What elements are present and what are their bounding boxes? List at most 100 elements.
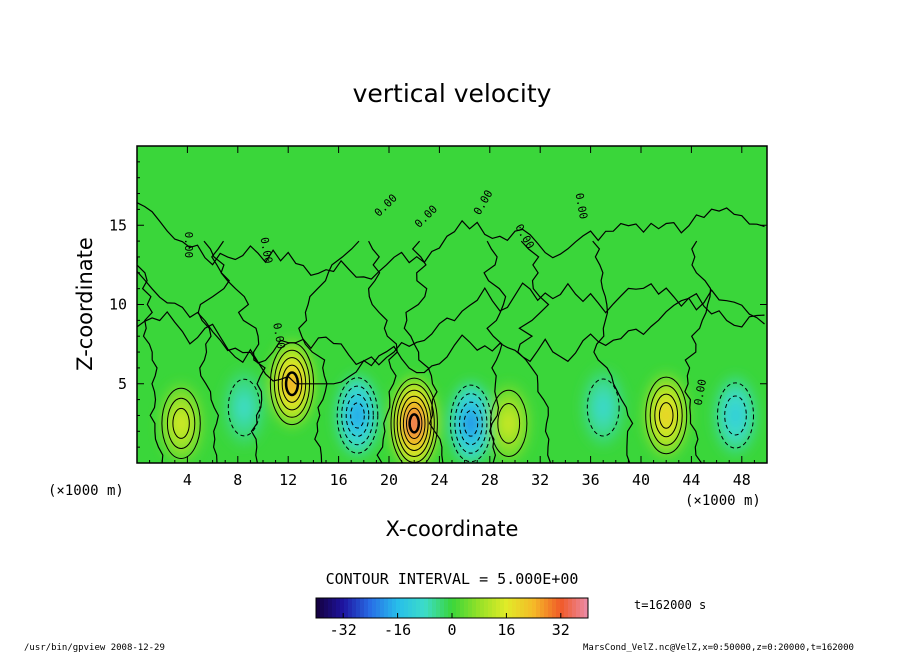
cell-contour-8-0 — [645, 376, 688, 455]
colorbar-cell-24 — [412, 598, 417, 618]
x-tick-label-9: 40 — [632, 471, 650, 489]
colorbar-cell-49 — [512, 598, 517, 618]
cell-fill-0-3 — [175, 413, 187, 434]
cell-contour-3-1 — [341, 385, 374, 446]
cell-contour-7-0 — [586, 378, 620, 437]
colorbar-cell-40 — [476, 598, 481, 618]
cell-fill-7-2 — [596, 394, 611, 421]
colorbar-cell-43 — [488, 598, 493, 618]
colorbar-ticks: -32 -16 0 16 32 — [330, 613, 570, 639]
colorbar-tick-label-4: 32 — [552, 621, 570, 639]
x-tick-label-8: 36 — [582, 471, 600, 489]
y-axis-label: Z-coordinate — [73, 237, 97, 371]
colorbar-cell-63 — [568, 598, 573, 618]
x-axis-label: X-coordinate — [386, 517, 519, 541]
cell-contour-3-2 — [345, 394, 370, 437]
x-tick-label-11: 48 — [733, 471, 751, 489]
cell-contour-5-1 — [454, 393, 488, 454]
x-tick-label-10: 44 — [682, 471, 700, 489]
colorbar-cell-12 — [364, 598, 369, 618]
colorbar — [316, 598, 589, 618]
colorbar-cell-42 — [484, 598, 489, 618]
colorbar-cell-50 — [516, 598, 521, 618]
colorbar-cell-0 — [316, 598, 321, 618]
colorbar-tick-label-1: -16 — [384, 621, 411, 639]
colorbar-cell-11 — [360, 598, 365, 618]
colorbar-cell-56 — [540, 598, 545, 618]
colorbar-cell-61 — [560, 598, 565, 618]
cell-contour-8-1 — [649, 385, 683, 446]
cell-contour-0-2 — [172, 407, 190, 439]
cell-fill-1-2 — [237, 394, 252, 421]
colorbar-cell-15 — [376, 598, 381, 618]
contour-label-0: 0.00 — [182, 232, 195, 259]
zero-contour-5 — [403, 240, 444, 463]
chart-title: vertical velocity — [353, 79, 552, 108]
y-tick-label-2: 15 — [109, 216, 127, 234]
colorbar-cell-39 — [472, 598, 477, 618]
colorbar-cell-51 — [520, 598, 525, 618]
colorbar-cell-48 — [508, 598, 513, 618]
colorbar-cell-20 — [396, 598, 401, 618]
contour-label-2: 0.00 — [270, 322, 287, 350]
cell-fill-3-4 — [353, 407, 362, 424]
cell-contour-0-1 — [166, 397, 196, 449]
y-axis: 5 10 15 — [109, 161, 767, 448]
colorbar-cell-64 — [572, 598, 577, 618]
cell-contour-4-5 — [406, 407, 423, 439]
cell-fill-5-4 — [466, 414, 476, 432]
contour-label-7: 0.00 — [692, 378, 709, 406]
colorbar-cell-65 — [576, 598, 581, 618]
x-tick-label-3: 16 — [330, 471, 348, 489]
colorbar-cell-35 — [456, 598, 461, 618]
zero-contours — [137, 202, 765, 463]
zero-contour-0 — [137, 255, 164, 463]
colorbar-cell-34 — [452, 598, 457, 618]
footer-program: /usr/bin/gpview 2008-12-29 — [24, 643, 165, 653]
y-tick-label-1: 10 — [109, 296, 127, 314]
cell-contour-3-3 — [350, 402, 365, 429]
cell-contour-5-2 — [459, 401, 483, 446]
zero-contour-2 — [203, 240, 266, 463]
x-tick-label-6: 28 — [481, 471, 499, 489]
colorbar-cell-37 — [464, 598, 469, 618]
plot-area: 0.00 0.000.000.00 0.00 0.00 0.000.000.00 — [137, 146, 767, 463]
x-axis: 4 8 12 16 20 24 28 32 36 40 44 48 — [149, 146, 755, 489]
cell-contour-9-1 — [724, 395, 747, 436]
x-tick-label-7: 32 — [531, 471, 549, 489]
colorbar-cell-32 — [444, 598, 449, 618]
colorbar-cell-9 — [352, 598, 357, 618]
x-unit-right: (×1000 m) — [685, 493, 761, 509]
x-tick-label-4: 20 — [380, 471, 398, 489]
colorbar-cell-57 — [544, 598, 549, 618]
colorbar-cell-13 — [368, 598, 373, 618]
x-tick-label-1: 8 — [233, 471, 242, 489]
colorbar-cell-16 — [380, 598, 385, 618]
cell-fill-8-4 — [661, 406, 671, 424]
colorbar-cell-5 — [336, 598, 341, 618]
colorbar-cell-45 — [496, 598, 501, 618]
colorbar-cell-62 — [564, 598, 569, 618]
cell-contour-4-4 — [402, 401, 426, 445]
zero-contour-h-2 — [137, 202, 765, 280]
colorbar-cell-25 — [416, 598, 421, 618]
colorbar-cell-28 — [428, 598, 433, 618]
x-tick-label-2: 12 — [279, 471, 297, 489]
colorbar-cell-33 — [448, 598, 453, 618]
footer-source: MarsCond_VelZ.nc@VelZ,x=0:50000,z=0:2000… — [583, 643, 854, 653]
cell-contour-6-1 — [497, 402, 521, 444]
cell-contour-9-0 — [717, 382, 754, 449]
zero-contour-h-0 — [137, 289, 765, 385]
cell-fill-9-2 — [728, 402, 743, 429]
cell-contour-1-0 — [227, 378, 261, 437]
colorbar-cell-22 — [404, 598, 409, 618]
cell-fill-4-8 — [411, 417, 417, 429]
colorbar-cell-6 — [340, 598, 345, 618]
colorbar-cell-41 — [480, 598, 485, 618]
colorbar-cell-44 — [492, 598, 497, 618]
zero-contour-6 — [483, 240, 507, 463]
cell-contour-0-0 — [161, 387, 201, 459]
cell-fill-2-6 — [288, 377, 296, 391]
velocity-contours — [161, 342, 754, 463]
